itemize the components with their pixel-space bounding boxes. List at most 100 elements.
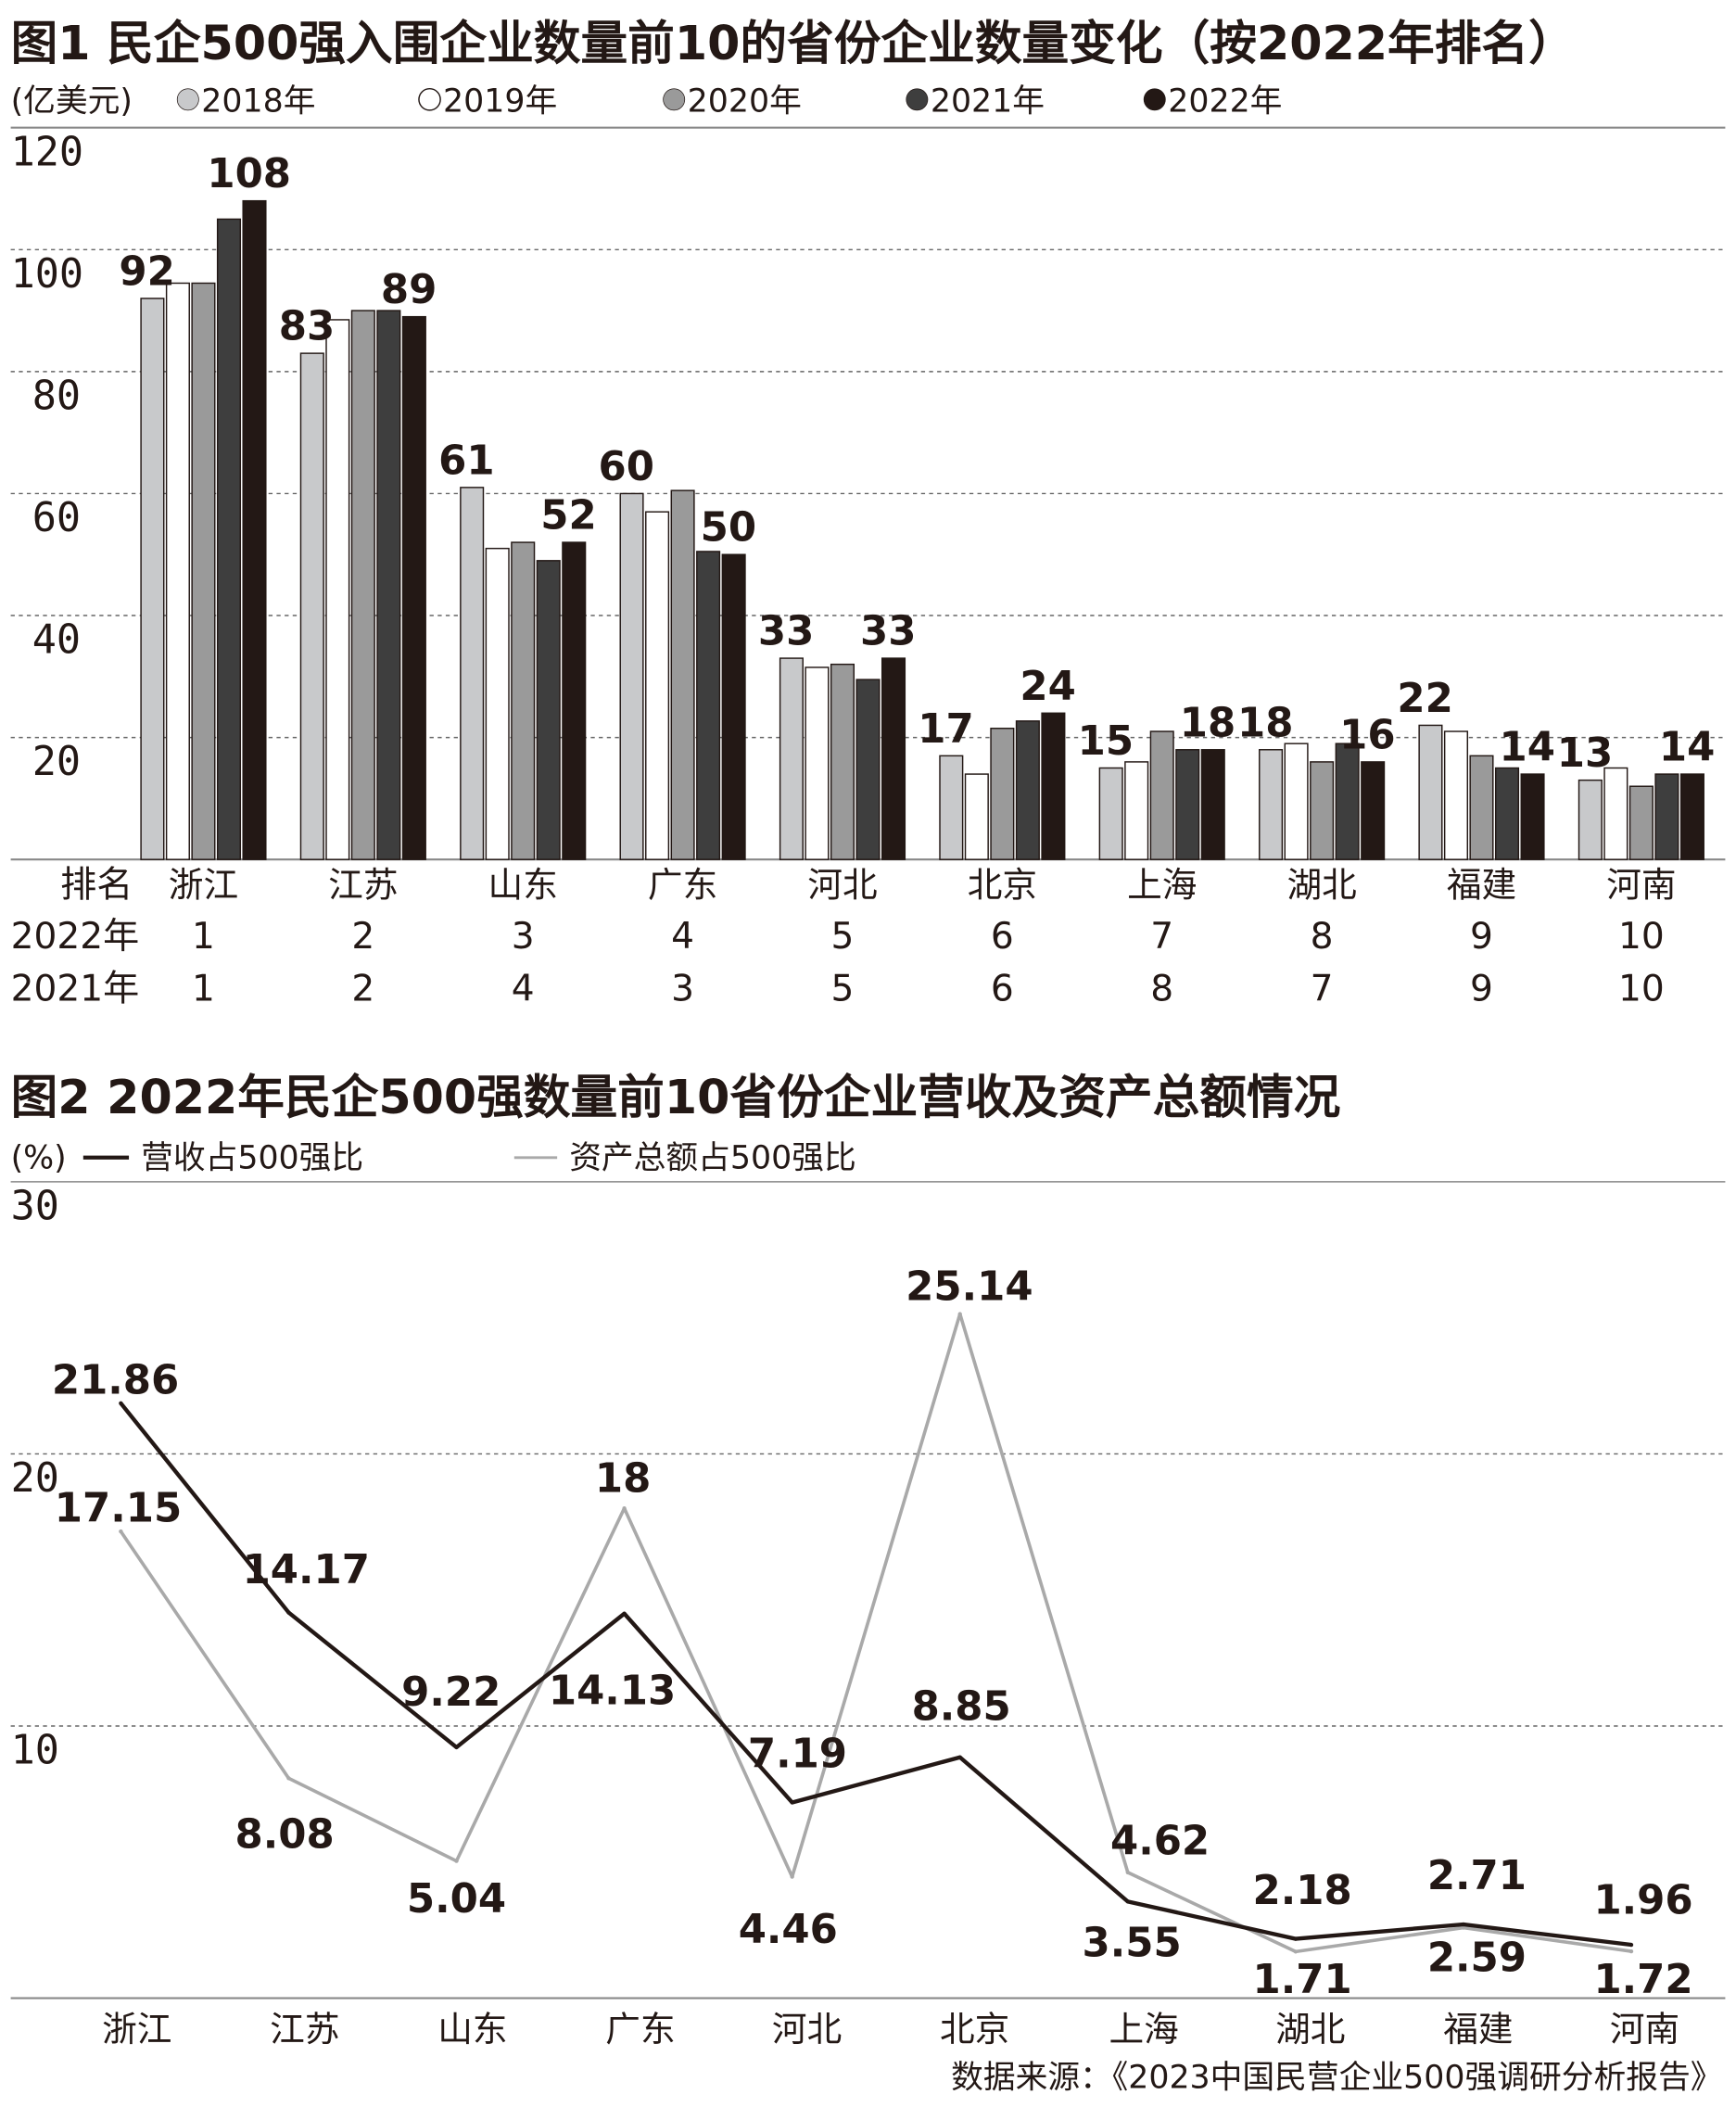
bar-河南-2018年: [1578, 779, 1603, 860]
value-label-河南-2018: 13: [1557, 730, 1613, 777]
x-tick-label: 上海: [1109, 2009, 1179, 2050]
chart2-lines: 17.15 8.08 5.04 18 4.46 25.14 4.62 1.71 2.59 1.72…: [52, 1263, 1693, 2002]
data-label-资产总额占500强比-上海: 4.62: [1110, 1819, 1210, 1865]
bar-福建-2019年: [1443, 730, 1469, 860]
value-label-河北-2022: 33: [860, 609, 916, 655]
data-point-营收占500强比-浙江: [119, 1401, 123, 1405]
x-tick-label: 北京: [968, 865, 1037, 906]
value-label-山东-2022: 52: [540, 493, 596, 539]
bar-北京-2020年: [990, 728, 1015, 860]
bar-湖北-2018年: [1259, 749, 1284, 860]
bar-江苏-2019年: [325, 319, 350, 860]
rank-cell: 2: [351, 916, 374, 958]
value-label-江苏-2018: 83: [279, 304, 335, 350]
bar-河南-2022年: [1679, 773, 1704, 860]
rank-cell: 7: [1311, 968, 1334, 1009]
bar-上海-2020年: [1149, 730, 1174, 860]
x-tick-label: 浙江: [169, 865, 238, 906]
legend-swatch-2019年: [418, 87, 441, 111]
data-label-营收占500强比-广东: 14.13: [549, 1668, 676, 1714]
bar-湖北-2019年: [1284, 743, 1309, 860]
rank-cell: 4: [671, 916, 694, 958]
legend-label-2021年: 2021年: [931, 83, 1045, 120]
data-point-营收占500强比-福建: [1461, 1922, 1466, 1927]
rank-cell: 5: [831, 968, 855, 1009]
x-tick-label: 湖北: [1275, 2009, 1345, 2050]
bar-北京-2022年: [1041, 712, 1066, 860]
data-label-营收占500强比-山东: 9.22: [401, 1669, 501, 1716]
rank-cell: 6: [991, 916, 1014, 958]
data-label-资产总额占500强比-广东: 18: [595, 1455, 651, 1502]
x-tick-label: 广东: [648, 865, 717, 906]
legend-swatch-2018年: [176, 88, 199, 111]
data-label-营收占500强比-河北: 7.19: [748, 1731, 847, 1777]
value-label-广东-2018: 60: [599, 444, 654, 490]
data-point-营收占500强比-上海: [1125, 1899, 1130, 1904]
chart2-category-labels: 浙江 江苏 山东 广东 河北 北京 上海 湖北 福建 河南: [102, 2009, 1679, 2050]
y-tick-label: 40: [32, 617, 81, 664]
bar-江苏-2022年: [401, 315, 426, 860]
source-note: 数据来源：《2023中国民营企业500强调研分析报告》: [951, 2060, 1722, 2097]
data-label-营收占500强比-北京: 8.85: [912, 1684, 1011, 1731]
bar-山东-2018年: [460, 487, 485, 860]
legend-swatch-2021年: [906, 88, 929, 111]
x-tick-label: 河南: [1610, 2009, 1679, 2050]
rank-cell: 3: [671, 968, 694, 1009]
value-label-浙江-2018: 92: [119, 248, 174, 295]
chart1-unit-label: (亿美元): [11, 83, 133, 120]
x-tick-label: 河北: [772, 2009, 842, 2050]
bar-福建-2018年: [1418, 724, 1443, 860]
value-label-浙江-2022: 108: [207, 151, 291, 197]
chart1-title: 图1 民企500强入围企业数量前10的省份企业数量变化（按2022年排名）: [11, 16, 1576, 70]
bar-山东-2019年: [485, 547, 510, 860]
data-point-营收占500强比-湖北: [1293, 1936, 1299, 1941]
bar-广东-2018年: [619, 492, 644, 860]
data-point-资产总额占500强比-上海: [1125, 1870, 1130, 1875]
series-line-营收占500强比: [119, 1402, 1632, 1948]
bar-广东-2021年: [696, 551, 721, 860]
bar-上海-2022年: [1200, 749, 1225, 860]
data-point-资产总额占500强比-河南: [1628, 1948, 1634, 1954]
value-label-湖北-2022: 16: [1339, 712, 1395, 758]
data-point-资产总额占500强比-广东: [622, 1505, 627, 1511]
data-point-资产总额占500强比-浙江: [119, 1529, 123, 1534]
bar-河南-2021年: [1654, 773, 1679, 860]
rank-cell: 9: [1470, 916, 1493, 958]
y-tick-label: 120: [11, 129, 83, 175]
value-label-河南-2022: 14: [1659, 725, 1715, 771]
bar-福建-2021年: [1494, 767, 1520, 860]
data-label-营收占500强比-河南: 1.96: [1593, 1877, 1692, 1923]
rank-cell: 9: [1470, 968, 1493, 1009]
rank-cell: 2: [351, 968, 374, 1009]
value-label-河北-2018: 33: [758, 609, 814, 655]
rank-row-2021-label: 2021年: [11, 968, 140, 1009]
data-label-营收占500强比-上海: 3.55: [1083, 1921, 1182, 1967]
rank-row-2022-label: 2022年: [11, 916, 140, 958]
y-tick-label: 20: [11, 1455, 59, 1502]
data-label-资产总额占500强比-江苏: 8.08: [235, 1811, 335, 1858]
data-label-资产总额占500强比-湖北: 1.71: [1253, 1957, 1352, 2003]
bar-浙江-2021年: [216, 218, 242, 860]
bar-江苏-2020年: [350, 310, 375, 860]
rank-header-label: 排名: [60, 865, 133, 907]
bar-湖北-2021年: [1335, 743, 1360, 860]
chart1-legend: 2018年 2019年 2020年 2021年 2022年: [176, 83, 1282, 120]
bar-上海-2021年: [1175, 749, 1200, 860]
data-label-资产总额占500强比-浙江: 17.15: [55, 1485, 182, 1531]
rank-cell: 8: [1150, 968, 1173, 1009]
rank-cell: 7: [1150, 916, 1173, 958]
chart2-title: 图2 2022年民企500强数量前10省份企业营收及资产总额情况: [11, 1070, 1341, 1124]
bar-河北-2019年: [805, 666, 830, 860]
legend-assets-label: 资产总额占500强比: [569, 1139, 856, 1176]
x-tick-label: 福建: [1443, 2009, 1513, 2050]
bar-江苏-2018年: [299, 352, 324, 860]
legend-label-2019年: 2019年: [443, 83, 557, 120]
value-label-福建-2018: 22: [1397, 676, 1452, 722]
data-point-资产总额占500强比-福建: [1461, 1925, 1466, 1930]
data-label-资产总额占500强比-山东: 5.04: [407, 1876, 506, 1923]
x-tick-label: 江苏: [328, 865, 398, 906]
bar-北京-2019年: [964, 773, 989, 860]
value-label-江苏-2022: 89: [381, 267, 437, 313]
data-point-营收占500强比-广东: [622, 1611, 627, 1616]
